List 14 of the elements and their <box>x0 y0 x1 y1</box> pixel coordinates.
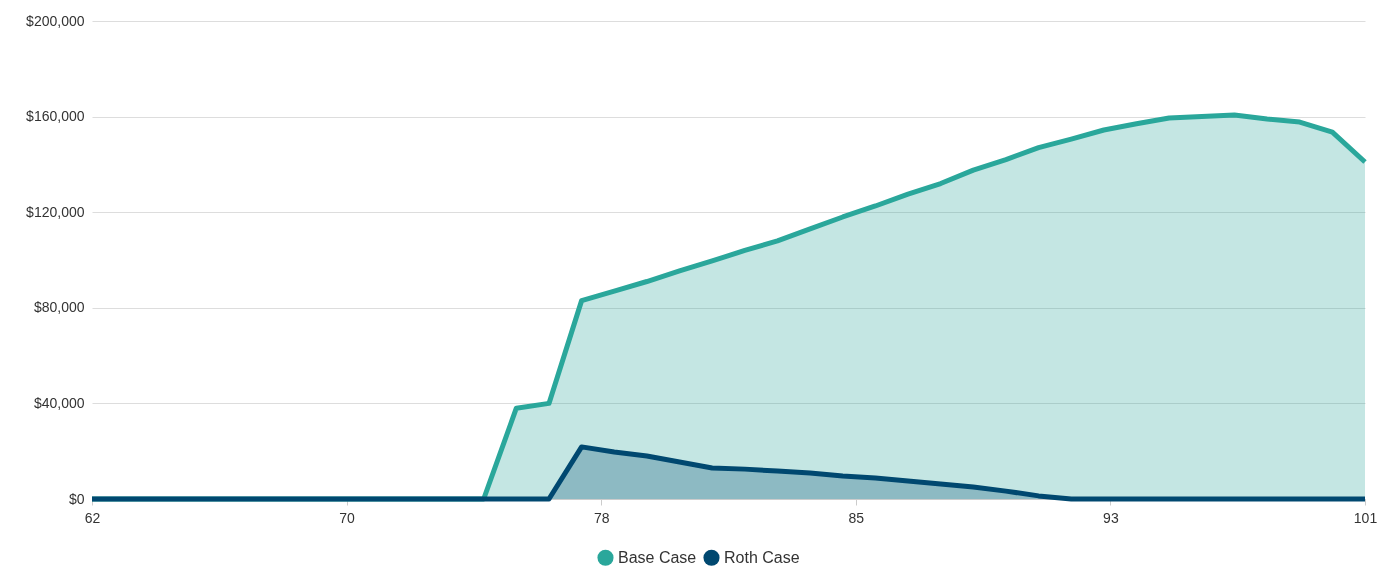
x-tick-label: 93 <box>1103 509 1119 526</box>
y-tick-label: $200,000 <box>26 12 85 29</box>
y-tick-label: $40,000 <box>33 394 85 411</box>
y-tick-label: $80,000 <box>33 299 85 316</box>
y-tick-label: $160,000 <box>26 108 85 125</box>
x-tick-label: 70 <box>339 509 356 526</box>
x-tick-label: 62 <box>84 509 101 526</box>
x-tick-label: 85 <box>848 509 865 526</box>
y-tick-label: $0 <box>68 490 85 507</box>
x-tick-label: 101 <box>1353 509 1378 526</box>
x-tick-label: 78 <box>593 509 610 526</box>
y-tick-label: $120,000 <box>26 203 85 220</box>
legend-label: Roth Case <box>724 548 800 566</box>
legend-label: Base Case <box>618 548 697 566</box>
